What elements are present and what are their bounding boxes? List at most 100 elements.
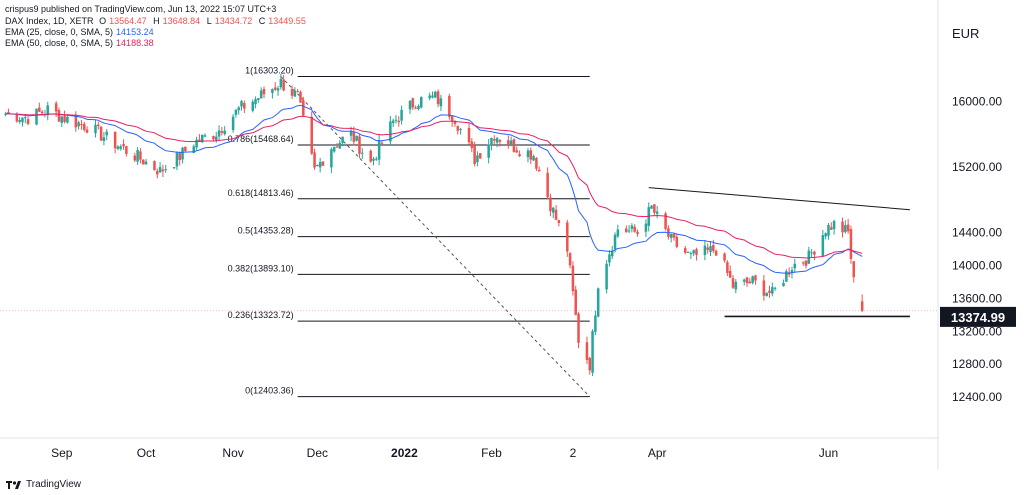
time-tick-label: Nov <box>222 446 243 460</box>
candle-body <box>807 250 811 264</box>
candle-body <box>63 116 66 122</box>
candle-body <box>419 97 423 108</box>
candle-body <box>745 277 749 284</box>
candle-body <box>156 171 159 175</box>
fib-trend-line <box>280 76 591 398</box>
candle-body <box>141 159 145 165</box>
candle-body <box>321 161 325 166</box>
candle-body <box>790 270 794 274</box>
candle-body <box>613 234 617 250</box>
candle-body <box>355 135 358 141</box>
candle-body <box>692 250 695 254</box>
candle-body <box>181 147 184 160</box>
tradingview-brand[interactable]: TradingView <box>6 479 81 490</box>
candle-body <box>434 91 437 98</box>
candle-body <box>400 109 403 121</box>
candle-body <box>97 124 100 127</box>
time-axis[interactable]: Sep Oct Nov Dec 2022 Feb 2 Apr Jun <box>51 446 838 460</box>
candle-body <box>448 96 451 117</box>
candle-body <box>459 128 462 130</box>
ohlc-close: 13449.55 <box>268 16 306 26</box>
fib-level-label: 0.236(13323.72) <box>228 310 294 320</box>
candle-body <box>686 252 690 254</box>
candle-body <box>456 126 460 131</box>
candle-body <box>844 225 847 233</box>
candle-body <box>810 252 813 254</box>
last-price-label: 13374.99 <box>951 310 1005 325</box>
fibonacci-retracement[interactable]: 1(16303.20) 0.786(15468.64) 0.618(14813.46… <box>228 65 590 398</box>
candle-body <box>493 138 496 141</box>
candle-body <box>369 150 372 162</box>
candle-body <box>554 209 558 220</box>
candle-body <box>695 249 698 255</box>
candle-body <box>751 276 754 283</box>
candle-body <box>214 136 218 141</box>
candle-body <box>509 140 513 146</box>
candle-body <box>18 120 21 122</box>
price-tick-label: 12400.00 <box>952 390 1002 404</box>
candle-body <box>358 136 361 154</box>
drawn-lines[interactable] <box>0 76 938 398</box>
candle-body <box>827 224 830 236</box>
candle-body <box>683 248 687 253</box>
candle-body <box>585 342 589 361</box>
candle-body <box>276 88 280 91</box>
candle-body <box>200 134 204 143</box>
candle-body <box>375 158 378 160</box>
candle-body <box>731 278 735 288</box>
candle-body <box>7 111 10 114</box>
candle-body <box>706 247 709 250</box>
candle-body <box>487 144 490 158</box>
candle-body <box>82 123 86 130</box>
candle-body <box>38 107 41 112</box>
candle-body <box>80 124 83 126</box>
candle-body <box>824 233 827 237</box>
candle-body <box>282 79 285 91</box>
candle-body <box>653 204 656 213</box>
candle-body <box>734 281 738 290</box>
candle-body <box>768 290 771 294</box>
ohlc-open-label: O <box>99 16 107 26</box>
candle-body <box>164 169 167 171</box>
candle-body <box>380 142 384 144</box>
candle-body <box>644 223 648 232</box>
price-tick-label: 16000.00 <box>952 94 1002 108</box>
candle-body <box>742 279 746 282</box>
candle-body <box>625 228 628 233</box>
candle-body <box>394 119 398 121</box>
candle-body <box>94 124 97 134</box>
candle-body <box>338 142 342 149</box>
ema50-legend[interactable]: EMA (50, close, 0, SMA, 5) 14188.38 <box>5 38 157 49</box>
price-axis[interactable]: 16000.00 15200.00 14400.00 14000.00 13600.00… <box>940 94 1016 404</box>
last-price-tag <box>940 306 1016 327</box>
fib-level-label: 0.382(13893.10) <box>228 263 294 273</box>
candle-body <box>40 111 44 114</box>
candle-body <box>290 88 294 96</box>
candle-body <box>411 98 415 108</box>
candle-body <box>450 116 454 122</box>
candle-body <box>391 120 395 123</box>
price-tick-label: 14000.00 <box>952 259 1002 273</box>
candle-body <box>198 139 201 142</box>
candle-body <box>650 205 653 209</box>
candle-body <box>577 313 580 343</box>
candle-body <box>57 109 61 122</box>
candle-body <box>723 253 726 261</box>
candle-body <box>785 271 788 282</box>
candle-body <box>335 146 339 148</box>
candle-body <box>467 127 471 143</box>
time-tick-label: 2 <box>570 446 577 460</box>
time-tick-label: 2022 <box>391 446 418 460</box>
ema25-legend[interactable]: EMA (25, close, 0, SMA, 5) 14153.24 <box>5 27 157 38</box>
candle-body <box>453 121 457 124</box>
candle-body <box>470 141 474 148</box>
time-tick-label: Dec <box>307 446 328 460</box>
candle-body <box>726 262 729 273</box>
ema25-value: 14153.24 <box>116 27 154 37</box>
candle-body <box>66 116 69 123</box>
price-tick-label: 14400.00 <box>952 226 1002 240</box>
candle-body <box>568 253 572 266</box>
candle-body <box>172 167 176 169</box>
candle-body <box>195 139 198 148</box>
